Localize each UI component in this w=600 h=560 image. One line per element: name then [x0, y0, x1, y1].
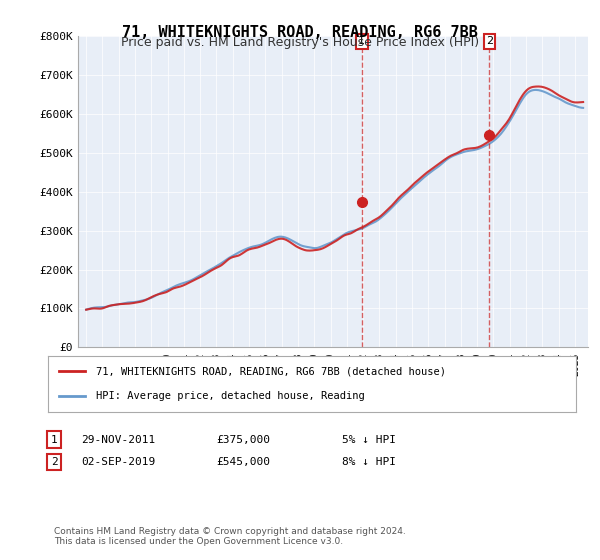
Text: Price paid vs. HM Land Registry's House Price Index (HPI): Price paid vs. HM Land Registry's House … [121, 36, 479, 49]
Text: 29-NOV-2011: 29-NOV-2011 [81, 435, 155, 445]
Text: 02-SEP-2019: 02-SEP-2019 [81, 457, 155, 467]
Text: Contains HM Land Registry data © Crown copyright and database right 2024.
This d: Contains HM Land Registry data © Crown c… [54, 526, 406, 546]
Text: 5% ↓ HPI: 5% ↓ HPI [342, 435, 396, 445]
Text: 71, WHITEKNIGHTS ROAD, READING, RG6 7BB (detached house): 71, WHITEKNIGHTS ROAD, READING, RG6 7BB … [95, 366, 446, 376]
Text: HPI: Average price, detached house, Reading: HPI: Average price, detached house, Read… [95, 391, 364, 401]
Text: 1: 1 [50, 435, 58, 445]
Text: 1: 1 [358, 36, 365, 46]
Text: £545,000: £545,000 [216, 457, 270, 467]
Text: 8% ↓ HPI: 8% ↓ HPI [342, 457, 396, 467]
Text: £375,000: £375,000 [216, 435, 270, 445]
Text: 2: 2 [50, 457, 58, 467]
Text: 2: 2 [486, 36, 493, 46]
Text: 71, WHITEKNIGHTS ROAD, READING, RG6 7BB: 71, WHITEKNIGHTS ROAD, READING, RG6 7BB [122, 25, 478, 40]
